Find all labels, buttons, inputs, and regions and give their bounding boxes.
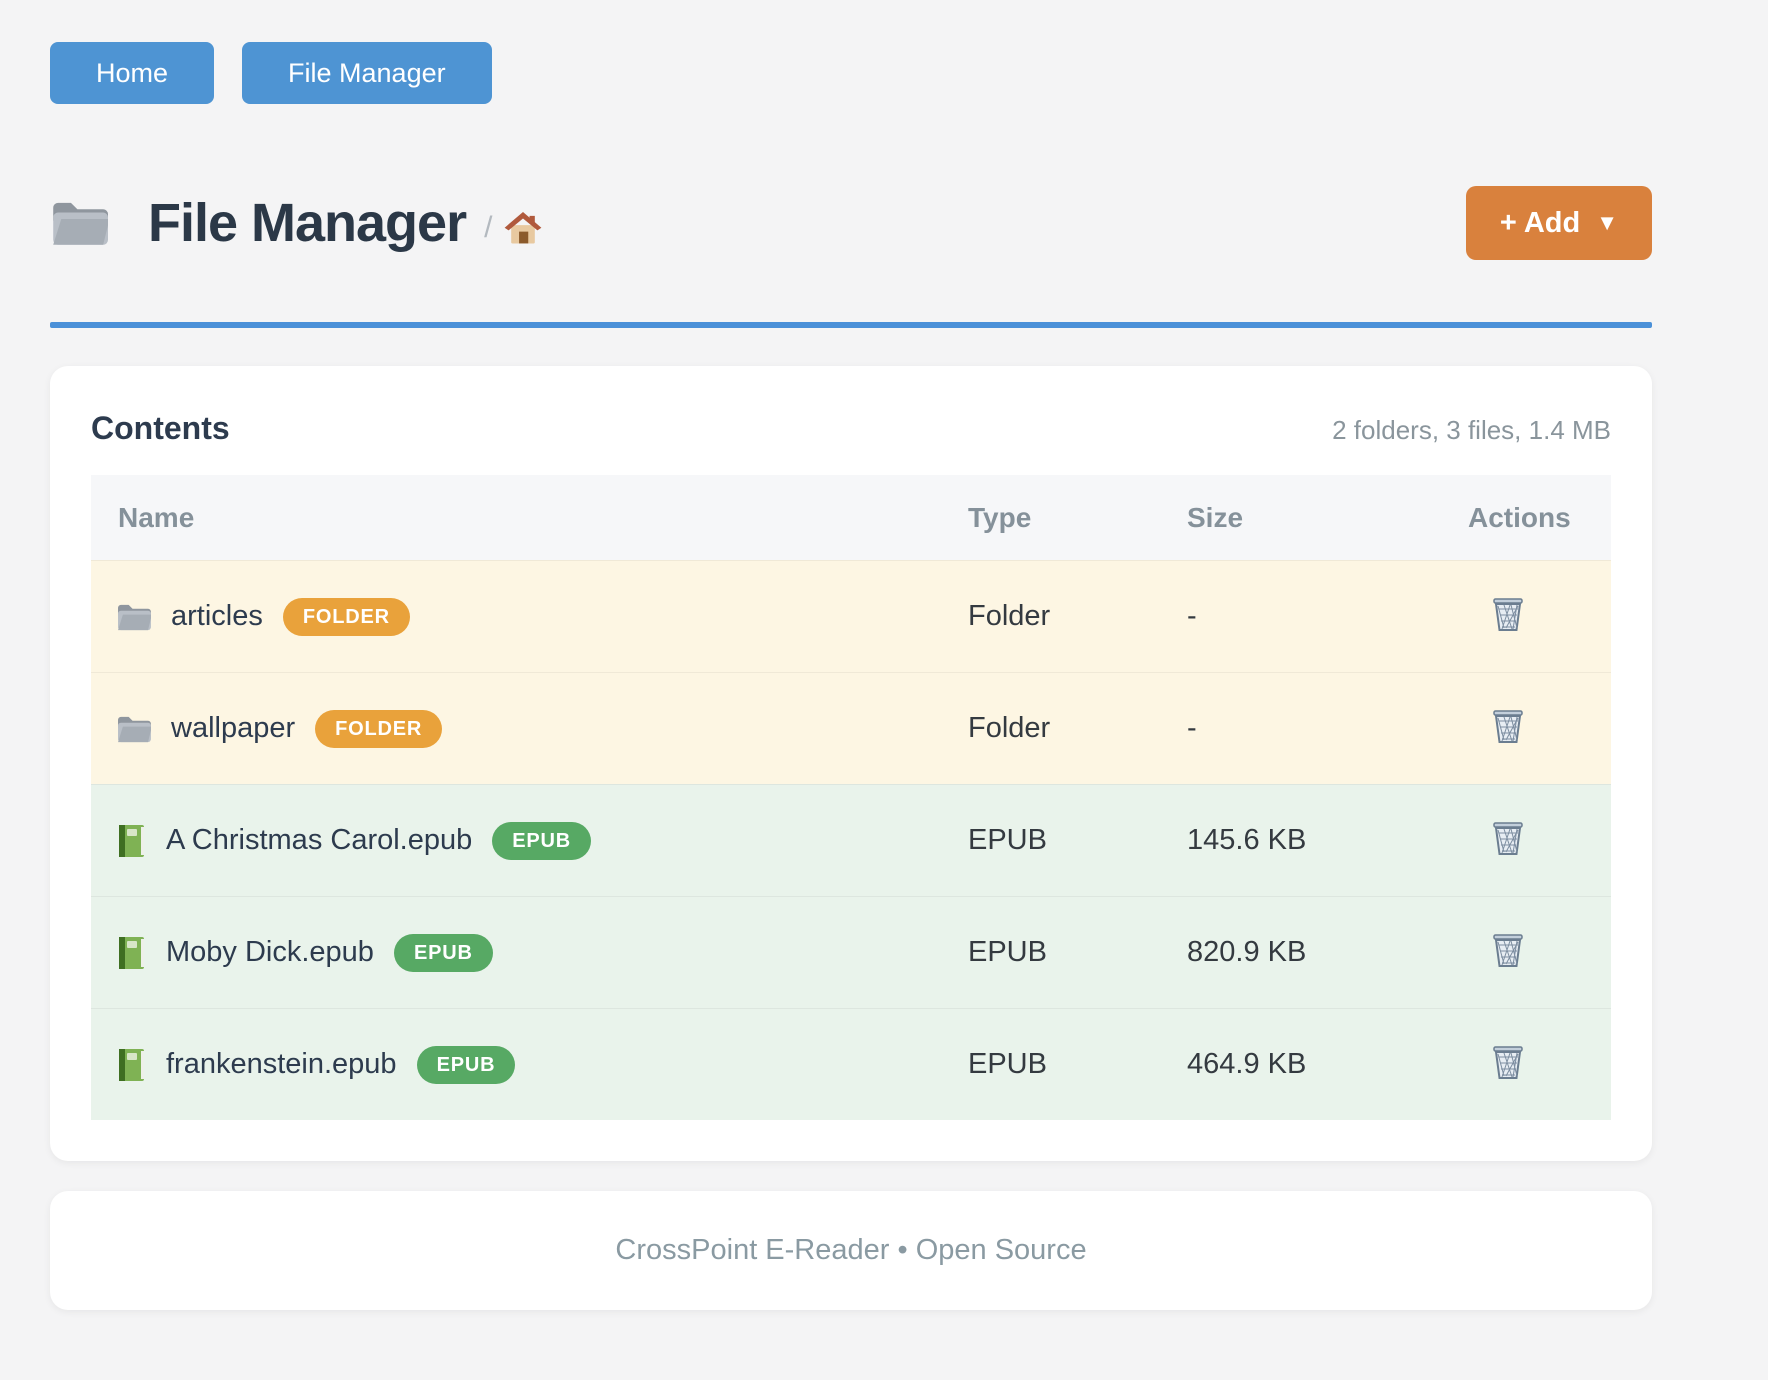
table-header-row: Name Type Size Actions (91, 475, 1611, 560)
table-row: frankenstein.epub EPUB EPUB 464.9 KB (91, 1008, 1611, 1120)
delete-button[interactable] (1488, 817, 1528, 864)
top-nav: Home File Manager (50, 0, 1652, 104)
item-name: articles (171, 600, 263, 632)
delete-button[interactable] (1488, 1041, 1528, 1088)
trash-icon (1492, 821, 1524, 860)
table-row: wallpaper FOLDER Folder - (91, 672, 1611, 784)
item-type: EPUB (968, 824, 1047, 856)
delete-button[interactable] (1488, 593, 1528, 640)
table-row: A Christmas Carol.epub EPUB EPUB 145.6 K… (91, 784, 1611, 896)
trash-icon (1492, 597, 1524, 636)
column-header-name: Name (118, 501, 195, 533)
item-size: 820.9 KB (1187, 936, 1307, 968)
item-name: frankenstein.epub (166, 1048, 397, 1080)
file-manager-button[interactable]: File Manager (242, 42, 492, 104)
trash-icon (1492, 1045, 1524, 1084)
type-badge: EPUB (492, 821, 592, 860)
delete-button[interactable] (1488, 929, 1528, 976)
column-header-size: Size (1187, 501, 1244, 533)
item-name: Moby Dick.epub (166, 936, 374, 968)
page: Home File Manager File Manager / (50, 0, 1652, 1310)
folder-icon (50, 198, 108, 248)
item-size: - (1187, 600, 1197, 632)
chevron-down-icon: ▼ (1596, 210, 1618, 235)
item-type: Folder (968, 600, 1051, 632)
table-row: articles FOLDER Folder - (91, 560, 1611, 672)
folder-icon (116, 714, 151, 744)
header-divider (50, 322, 1652, 328)
table-row: Moby Dick.epub EPUB EPUB 820.9 KB (91, 896, 1611, 1008)
book-icon (116, 936, 146, 970)
contents-heading: Contents (91, 410, 230, 446)
page-title: File Manager (148, 193, 467, 253)
item-size: - (1187, 712, 1197, 744)
type-badge: FOLDER (282, 597, 410, 636)
trash-icon (1492, 933, 1524, 972)
book-icon (116, 824, 146, 858)
footer-text: CrossPoint E-Reader • Open Source (615, 1234, 1087, 1266)
item-size: 464.9 KB (1187, 1048, 1307, 1080)
contents-card: Contents 2 folders, 3 files, 1.4 MB Name… (50, 366, 1652, 1161)
book-icon (116, 1048, 146, 1082)
item-link[interactable]: A Christmas Carol.epub EPUB (91, 821, 968, 860)
home-icon[interactable] (502, 208, 544, 250)
page-header: File Manager / + Add ▼ (50, 186, 1652, 260)
home-button[interactable]: Home (50, 42, 215, 104)
delete-button[interactable] (1488, 705, 1528, 752)
title-wrap: File Manager (50, 192, 467, 254)
item-link[interactable]: articles FOLDER (91, 597, 968, 636)
item-link[interactable]: frankenstein.epub EPUB (91, 1045, 968, 1084)
footer: CrossPoint E-Reader • Open Source (50, 1191, 1652, 1310)
breadcrumb: / (484, 211, 493, 244)
add-button[interactable]: + Add ▼ (1465, 186, 1652, 260)
column-header-type: Type (968, 501, 1032, 533)
add-button-label: + Add (1499, 206, 1581, 239)
item-link[interactable]: Moby Dick.epub EPUB (91, 933, 968, 972)
item-size: 145.6 KB (1187, 824, 1307, 856)
item-type: EPUB (968, 1048, 1047, 1080)
type-badge: EPUB (416, 1045, 516, 1084)
file-table: Name Type Size Actions articles (91, 475, 1611, 1120)
trash-icon (1492, 709, 1524, 748)
item-name: wallpaper (171, 712, 296, 744)
item-name: A Christmas Carol.epub (166, 824, 473, 856)
type-badge: FOLDER (315, 709, 443, 748)
contents-summary: 2 folders, 3 files, 1.4 MB (1332, 415, 1611, 445)
item-link[interactable]: wallpaper FOLDER (91, 709, 968, 748)
type-badge: EPUB (393, 933, 493, 972)
item-type: Folder (968, 712, 1051, 744)
column-header-actions: Actions (1468, 501, 1571, 533)
folder-icon (116, 602, 151, 632)
item-type: EPUB (968, 936, 1047, 968)
